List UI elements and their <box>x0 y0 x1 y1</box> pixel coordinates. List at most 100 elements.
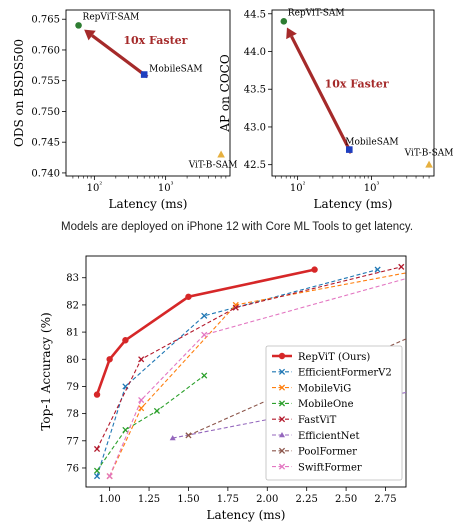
label-vit-b-sam: ViT-B-SAM <box>188 160 238 170</box>
speedup-annotation: 10x Faster <box>325 77 389 90</box>
point-mobileone-cross <box>93 467 101 474</box>
x-tick-label: 10³ <box>364 181 380 194</box>
legend-label-efficientnet: EfficientNet <box>298 431 359 442</box>
y-tick-label: 83 <box>66 273 79 284</box>
legend-label-fastvit: FastViT <box>298 415 337 426</box>
series-line-efficientformerv2 <box>96 269 378 477</box>
legend-marker-swiftformer-cross <box>278 463 286 470</box>
point-mobileone-cross <box>122 426 129 433</box>
point-repvit <box>311 266 318 273</box>
x-tick-label: 2.75 <box>374 494 396 505</box>
y-tick-label: 76 <box>66 463 79 474</box>
y-tick-label: 78 <box>66 409 79 420</box>
plot-frame <box>271 9 435 177</box>
point-fastvit-cross <box>138 356 145 363</box>
legend-label-swiftformer: SwiftFormer <box>298 462 362 473</box>
x-tick-label: 10³ <box>158 181 174 194</box>
point-mobilevig-cross <box>138 405 145 412</box>
point-repvit <box>106 356 113 363</box>
x-tick-label: 1.25 <box>138 494 160 505</box>
plot-frame <box>65 9 231 177</box>
point-efficientformerv2-cross <box>374 266 381 273</box>
label-mobilesam: MobileSAM <box>149 65 202 75</box>
x-axis-label: Latency (ms) <box>314 197 393 211</box>
x-tick-label: 10² <box>87 181 103 194</box>
y-tick-label: 81 <box>66 328 79 339</box>
point-mobileone-cross <box>153 407 160 414</box>
legend-marker-mobilevig-cross <box>278 384 286 391</box>
point-mobilesam <box>345 146 353 153</box>
y-axis-label: AP on COCO <box>218 54 232 133</box>
legend-marker-repvit <box>278 352 286 360</box>
point-fastvit-cross <box>398 263 405 270</box>
speedup-annotation: 10x Faster <box>123 34 187 47</box>
y-tick-label: 0.755 <box>31 76 60 87</box>
point-repvit-sam <box>280 18 288 25</box>
point-fastvit-cross <box>232 304 239 311</box>
point-poolformer-cross <box>185 432 192 439</box>
plot-frame <box>85 255 407 488</box>
point-swiftformer-cross <box>138 396 145 404</box>
x-tick-label: 1.00 <box>99 494 121 505</box>
point-efficientformerv2-cross <box>122 383 129 390</box>
point-repvit <box>93 391 101 398</box>
speedup-arrow-head <box>84 29 96 41</box>
legend-label-mobileone: MobileOne <box>298 399 354 410</box>
x-tick-label: 2.00 <box>256 494 278 505</box>
label-mobilesam: MobileSAM <box>345 138 398 148</box>
x-tick-label: 2.25 <box>296 494 318 505</box>
y-tick-label: 0.765 <box>31 15 60 26</box>
x-axis-label: Latency (ms) <box>109 197 188 211</box>
speedup-arrow <box>91 34 149 79</box>
y-tick-label: 44.5 <box>244 9 266 20</box>
label-vit-b-sam: ViT-B-SAM <box>404 149 454 159</box>
series-line-fastvit <box>96 266 402 450</box>
y-tick-label: 0.745 <box>31 138 60 149</box>
label-repvit-sam: RepViT-SAM <box>288 8 345 18</box>
series-line-mobilevig <box>109 272 406 477</box>
y-tick-label: 0.760 <box>31 45 60 56</box>
y-tick-label: 80 <box>66 355 79 366</box>
label-repvit-sam: RepViT-SAM <box>83 12 140 22</box>
legend-marker-mobileone-cross <box>278 400 286 407</box>
x-axis-label: Latency (ms) <box>207 508 286 522</box>
y-tick-label: 0.740 <box>31 168 60 179</box>
speedup-arrow <box>290 35 353 154</box>
legend-label-poolformer: PoolFormer <box>298 447 357 458</box>
series-line-mobileone <box>96 375 205 472</box>
legend-label-repvit: RepViT (Ours) <box>298 352 370 363</box>
y-tick-label: 79 <box>66 382 79 393</box>
y-tick-label: 42.5 <box>244 160 266 171</box>
y-tick-label: 77 <box>66 436 79 447</box>
y-tick-label: 44.0 <box>244 47 266 58</box>
y-tick-label: 82 <box>66 300 79 311</box>
y-axis-label: ODS on BSDS500 <box>12 39 26 147</box>
legend-box <box>265 345 403 481</box>
x-tick-label: 2.50 <box>335 494 357 505</box>
point-repvit <box>122 337 129 344</box>
speedup-arrow-head <box>286 27 297 40</box>
y-tick-label: 0.750 <box>31 107 60 118</box>
point-efficientformerv2-cross <box>201 312 208 319</box>
point-vit-b-sam <box>425 160 433 168</box>
series-line-swiftformer <box>109 278 406 477</box>
legend-marker-fastvit-cross <box>278 416 286 423</box>
legend-label-mobilevig: MobileViG <box>298 383 351 394</box>
figure-caption: Models are deployed on iPhone 12 with Co… <box>60 221 414 233</box>
point-repvit <box>185 293 192 300</box>
point-swiftformer-cross <box>106 473 113 480</box>
y-tick-label: 43.5 <box>244 85 266 96</box>
legend-marker-efficientformerv2-cross <box>278 368 286 375</box>
point-swiftformer-cross <box>201 331 208 338</box>
legend-marker-poolformer-cross <box>278 447 286 454</box>
point-mobilesam <box>140 71 148 78</box>
x-tick-label: 10² <box>290 181 306 194</box>
point-efficientformerv2-cross <box>93 473 101 480</box>
x-tick-label: 1.50 <box>177 494 199 505</box>
y-tick-label: 43.0 <box>244 122 266 133</box>
point-efficientnet <box>169 435 176 441</box>
point-mobileone-cross <box>201 372 208 379</box>
x-tick-label: 1.75 <box>217 494 239 505</box>
legend-label-efficientformerv2: EfficientFormerV2 <box>298 368 392 379</box>
